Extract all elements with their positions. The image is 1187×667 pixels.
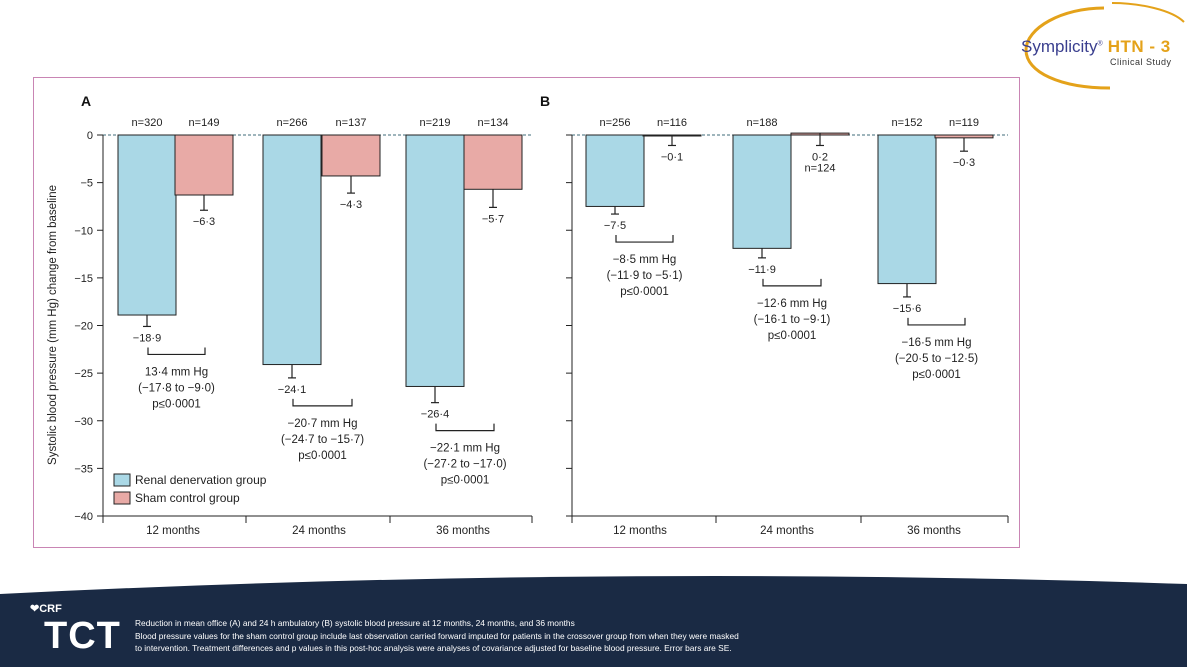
n-label: n=256 <box>600 117 631 129</box>
n-label: n=119 <box>949 117 979 129</box>
y-tick-label: −5 <box>80 178 93 190</box>
difference-ci: (−16·1 to −9·1) <box>754 314 831 326</box>
bar <box>877 134 937 285</box>
logo-reg-mark: ® <box>1097 40 1103 48</box>
legend-swatch-rdn <box>113 473 131 487</box>
figure-frame: Systolic blood pressure (mm Hg) change f… <box>33 77 1020 548</box>
bar <box>732 134 792 249</box>
difference-ci: (−17·8 to −9·0) <box>138 382 215 394</box>
bar <box>262 134 322 366</box>
x-tick-label: 36 months <box>436 525 490 537</box>
y-tick-label: −15 <box>74 273 93 285</box>
y-tick-label: −40 <box>74 511 93 523</box>
data-label: −26·4 <box>421 409 449 421</box>
n-label: n=152 <box>892 117 923 129</box>
x-tick-label: 12 months <box>146 525 200 537</box>
data-label: −15·6 <box>893 303 921 315</box>
x-tick-label: 12 months <box>613 525 667 537</box>
n-label: n=320 <box>132 117 163 129</box>
logo-subtitle: Clinical Study <box>1110 57 1172 67</box>
caption-line: Blood pressure values for the sham contr… <box>135 630 739 641</box>
x-tick-label: 24 months <box>292 525 346 537</box>
n-label: n=149 <box>189 117 220 129</box>
caption-line: to intervention. Treatment differences a… <box>135 643 732 653</box>
data-label: −18·9 <box>133 332 161 344</box>
difference-ci: (−11·9 to −5·1) <box>607 270 683 282</box>
x-tick-label: 24 months <box>760 525 814 537</box>
n-label: n=137 <box>336 117 367 129</box>
logo-swoosh-icon <box>1024 2 1185 90</box>
y-tick-label: −25 <box>74 368 93 380</box>
bar <box>642 134 702 137</box>
data-label: −24·1 <box>278 384 306 396</box>
data-label: −11·9 <box>748 264 776 276</box>
logo-product: HTN - 3 <box>1107 37 1171 56</box>
y-tick-label: 0 <box>87 130 93 142</box>
data-label: −4·3 <box>340 199 362 211</box>
y-tick-label: −30 <box>74 416 93 428</box>
data-label: −6·3 <box>193 216 215 228</box>
bar <box>174 134 234 196</box>
difference-p-value: p≤0·0001 <box>768 330 817 342</box>
data-label: −7·5 <box>604 220 626 232</box>
panel-label: A <box>81 93 91 109</box>
difference-bracket <box>435 423 495 432</box>
n-label: n=188 <box>747 117 778 129</box>
crf-label: CRF <box>39 603 62 615</box>
n-label: n=134 <box>478 117 509 129</box>
bar-chart: Systolic blood pressure (mm Hg) change f… <box>47 93 1009 537</box>
y-tick-label: −20 <box>74 321 93 333</box>
footer-background <box>0 576 1187 667</box>
n-label: n=116 <box>657 117 687 129</box>
y-tick-label: −10 <box>74 225 93 237</box>
crf-logo: ❤CRF <box>30 603 62 615</box>
legend-label-rdn: Renal denervation group <box>135 473 267 487</box>
y-axis-label: Systolic blood pressure (mm Hg) change f… <box>47 185 59 465</box>
difference-p-value: p≤0·0001 <box>620 286 669 298</box>
bar <box>321 134 381 177</box>
logo-brand-name: Symplicity <box>1021 37 1098 56</box>
logo-brand: Symplicity® HTN - 3 <box>1021 37 1171 57</box>
data-label: −0·1 <box>661 151 683 163</box>
difference-p-value: p≤0·0001 <box>912 369 961 381</box>
bar <box>405 134 465 387</box>
caption-line: Reduction in mean office (A) and 24 h am… <box>135 618 575 628</box>
panel-label: B <box>540 93 550 109</box>
difference-bracket <box>762 278 822 287</box>
difference-bracket <box>292 398 353 407</box>
difference-p-value: p≤0·0001 <box>152 398 201 410</box>
difference-value: −12·6 mm Hg <box>757 298 827 310</box>
difference-value: −8·5 mm Hg <box>613 254 677 266</box>
footer: ❤CRF TCT Reduction in mean office (A) an… <box>0 572 1187 667</box>
bar <box>463 134 523 190</box>
data-label: 0·2 <box>812 151 828 163</box>
y-tick-label: −35 <box>74 463 93 475</box>
bar <box>934 134 994 139</box>
figure-caption: Reduction in mean office (A) and 24 h am… <box>135 617 1175 655</box>
n-label: n=266 <box>277 117 308 129</box>
difference-bracket <box>615 235 674 243</box>
tct-logo: TCT <box>44 615 121 657</box>
bar <box>585 134 645 207</box>
difference-ci: (−24·7 to −15·7) <box>281 434 364 446</box>
n-label: n=219 <box>420 117 451 129</box>
x-tick-label: 36 months <box>907 525 961 537</box>
difference-ci: (−20·5 to −12·5) <box>895 353 978 365</box>
difference-value: 13·4 mm Hg <box>145 366 208 378</box>
difference-ci: (−27·2 to −17·0) <box>423 459 506 471</box>
difference-value: −20·7 mm Hg <box>288 418 358 430</box>
difference-bracket <box>147 347 206 356</box>
legend-label-sham: Sham control group <box>135 491 240 505</box>
legend-swatch-sham <box>113 491 131 505</box>
bar <box>117 134 177 316</box>
data-label: −0·3 <box>953 157 975 169</box>
difference-bracket <box>907 317 966 326</box>
difference-p-value: p≤0·0001 <box>298 450 347 462</box>
symplicity-logo: Symplicity® HTN - 3 Clinical Study <box>1012 0 1187 95</box>
data-label: −5·7 <box>482 213 504 225</box>
difference-value: −16·5 mm Hg <box>902 337 972 349</box>
difference-value: −22·1 mm Hg <box>430 443 500 455</box>
difference-p-value: p≤0·0001 <box>441 475 490 487</box>
n-label: n=124 <box>805 162 836 174</box>
